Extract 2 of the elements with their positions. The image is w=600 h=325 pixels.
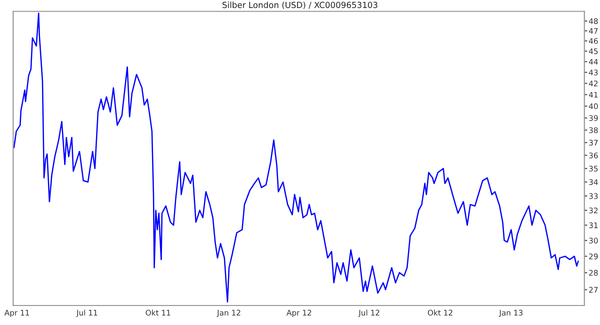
line-series <box>13 12 579 303</box>
chart-title: Silber London (USD) / XC0009653103 <box>222 2 378 10</box>
